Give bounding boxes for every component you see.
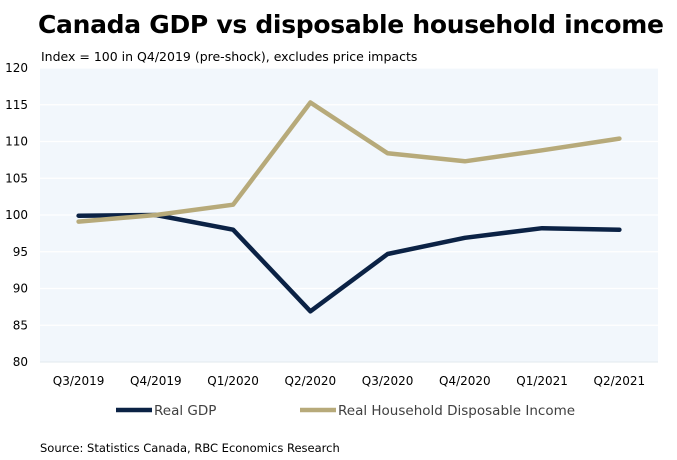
x-tick-label: Q2/2021 (594, 374, 646, 388)
x-tick-label: Q2/2020 (285, 374, 337, 388)
y-axis-ticks: 80 85 90 95 100 105 110 115 120 (5, 61, 28, 369)
x-tick-label: Q1/2021 (516, 374, 568, 388)
y-tick-label: 105 (5, 171, 28, 185)
gridlines (40, 67, 658, 363)
x-tick-label: Q3/2020 (362, 374, 414, 388)
x-tick-label: Q4/2019 (130, 374, 182, 388)
series-line-1 (76, 100, 622, 224)
source-note: Source: Statistics Canada, RBC Economics… (40, 441, 340, 455)
y-tick-label: 80 (13, 355, 28, 369)
legend: Real GDP Real Household Disposable Income (116, 403, 575, 419)
y-tick-label: 100 (5, 208, 28, 222)
y-tick-label: 110 (5, 135, 28, 149)
y-tick-label: 115 (5, 98, 28, 112)
x-tick-label: Q4/2020 (439, 374, 491, 388)
legend-label-0: Real GDP (154, 403, 216, 419)
chart-subtitle: Index = 100 in Q4/2019 (pre-shock), excl… (41, 49, 418, 64)
chart-title: Canada GDP vs disposable household incom… (38, 10, 664, 39)
x-tick-label: Q3/2019 (53, 374, 105, 388)
y-tick-label: 120 (5, 61, 28, 75)
legend-label-1: Real Household Disposable Income (338, 403, 575, 419)
y-tick-label: 90 (13, 282, 28, 296)
x-axis-ticks: Q3/2019 Q4/2019 Q1/2020 Q2/2020 Q3/2020 Q4/20… (53, 374, 645, 388)
series-lines (76, 100, 622, 314)
y-tick-label: 85 (13, 318, 28, 332)
series-line-0 (76, 212, 622, 314)
x-tick-label: Q1/2020 (207, 374, 259, 388)
y-tick-label: 95 (13, 245, 28, 259)
